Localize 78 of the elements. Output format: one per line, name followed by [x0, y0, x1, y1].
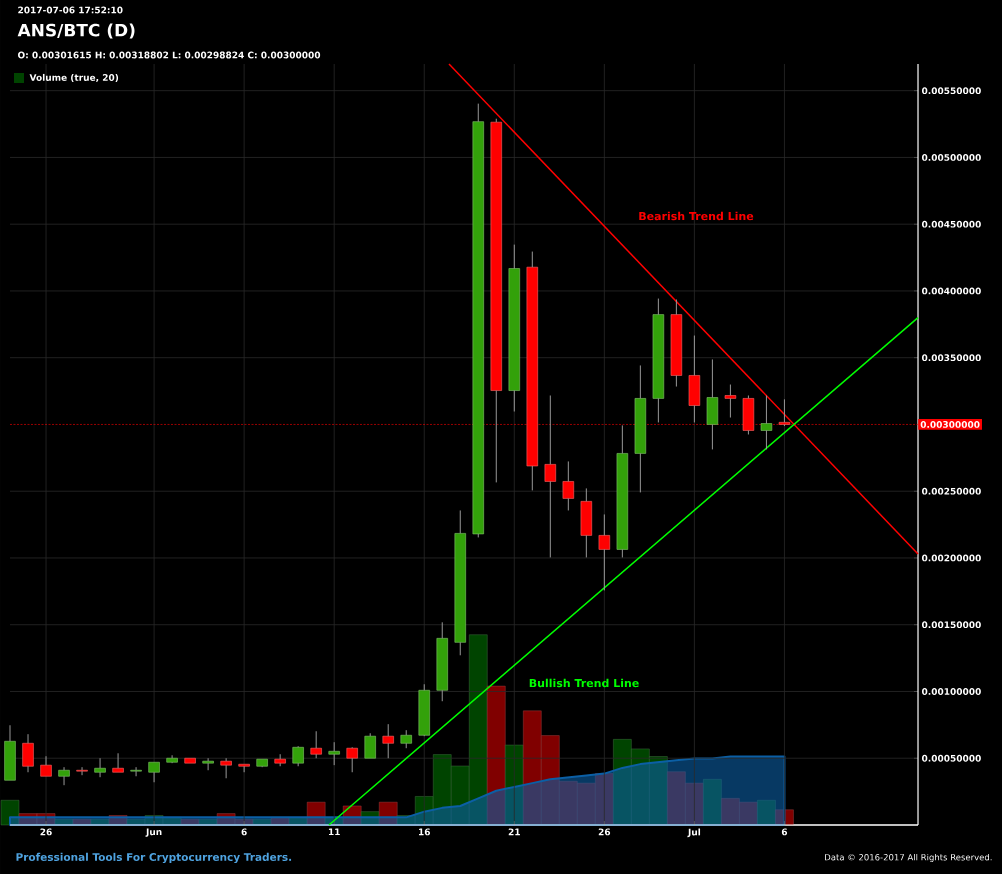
y-tick-label: 0.00550000: [921, 87, 981, 95]
candlestick: [310, 730, 322, 759]
candlestick: [670, 298, 683, 388]
candlestick: [166, 754, 178, 763]
x-tick-label: 26: [40, 828, 52, 836]
x-tick-label: 26: [598, 828, 611, 836]
candlestick: [346, 747, 358, 773]
candlestick: [76, 766, 88, 776]
candlestick: [202, 757, 214, 771]
candlestick: [364, 732, 376, 759]
candlestick: [328, 741, 340, 766]
candlestick: [454, 509, 466, 656]
x-tick-label: Jun: [145, 828, 162, 837]
x-tick-label: 11: [328, 828, 340, 836]
y-tick-label: 0.00100000: [921, 688, 981, 695]
candlestick: [580, 487, 593, 558]
candlestick: [22, 733, 34, 773]
candlestick: [112, 752, 124, 773]
candlestick: [760, 394, 773, 450]
bar: [757, 800, 776, 826]
text: Data © 2016-2017 All Rights Reserved.: [825, 853, 992, 863]
x-tick-label: Jul: [687, 828, 701, 838]
bar: [379, 801, 398, 826]
candlestick: [634, 364, 647, 493]
bar: [775, 809, 794, 826]
bar: [703, 779, 722, 826]
bar: [306, 801, 326, 826]
bar: [342, 805, 362, 826]
candlestick: [598, 513, 611, 591]
legend-label: Volume (true, 20): [29, 73, 119, 83]
y-tick-label: 0.00450000: [921, 220, 981, 228]
candlestick: [130, 766, 142, 777]
candlestick: [688, 335, 701, 423]
chart-title: ANS/BTC (D): [17, 23, 135, 39]
annotation: Bearish Trend Line: [639, 211, 754, 221]
candlestick: [274, 753, 286, 767]
x-tick-label: 6: [241, 828, 247, 836]
y-tick-label: 0.00150000: [921, 621, 981, 629]
candlestick: [220, 757, 232, 779]
candlestick: [58, 766, 70, 786]
y-tick-label: 0.00350000: [921, 354, 981, 362]
candlestick: [4, 724, 16, 781]
y-tick-label: 0.00050000: [921, 754, 981, 762]
candlestick: [742, 394, 755, 435]
candlestick: [436, 621, 448, 702]
y-tick-label: 0.00200000: [921, 554, 981, 562]
candlestick: [400, 729, 412, 749]
y-tick-label: 0.00500000: [921, 154, 981, 161]
candlestick: [94, 757, 106, 778]
x-tick-label: 6: [781, 828, 788, 836]
text: O: 0.00301615 H: 0.00318802 L: 0.00298824 C: 0.00300000: [17, 51, 321, 59]
y-tick-label: 0.00250000: [921, 487, 981, 495]
candlestick: [472, 103, 484, 538]
x-tick-label: 16: [418, 828, 431, 836]
ref-line-label: 0.00300000: [920, 421, 980, 428]
y-tick-label: 0.00400000: [921, 287, 981, 295]
annotation: Bullish Trend Line: [529, 678, 639, 688]
candlestick: [616, 424, 629, 558]
text: Professional Tools For Cryptocurrency Traders.: [16, 852, 292, 864]
x-tick-label: 21: [508, 828, 520, 836]
candlestick: [40, 755, 52, 777]
candlestick: [562, 460, 575, 511]
bar: [361, 811, 380, 826]
candlestick: [148, 761, 160, 783]
candlestick: [292, 746, 304, 767]
candlestick: [724, 384, 737, 419]
candlestick: [652, 298, 665, 423]
candlestick: [238, 763, 250, 773]
candlestick: [256, 758, 268, 767]
candlestick: [382, 723, 394, 759]
bar: [487, 685, 506, 826]
bar: [505, 744, 524, 826]
chart-subtitle: 2017-07-06 17:52:10: [18, 6, 123, 14]
candlestick: [706, 358, 719, 450]
candlestick: [508, 244, 520, 413]
bar: [108, 815, 128, 826]
candlestick: [418, 683, 430, 736]
bar: [0, 800, 20, 826]
